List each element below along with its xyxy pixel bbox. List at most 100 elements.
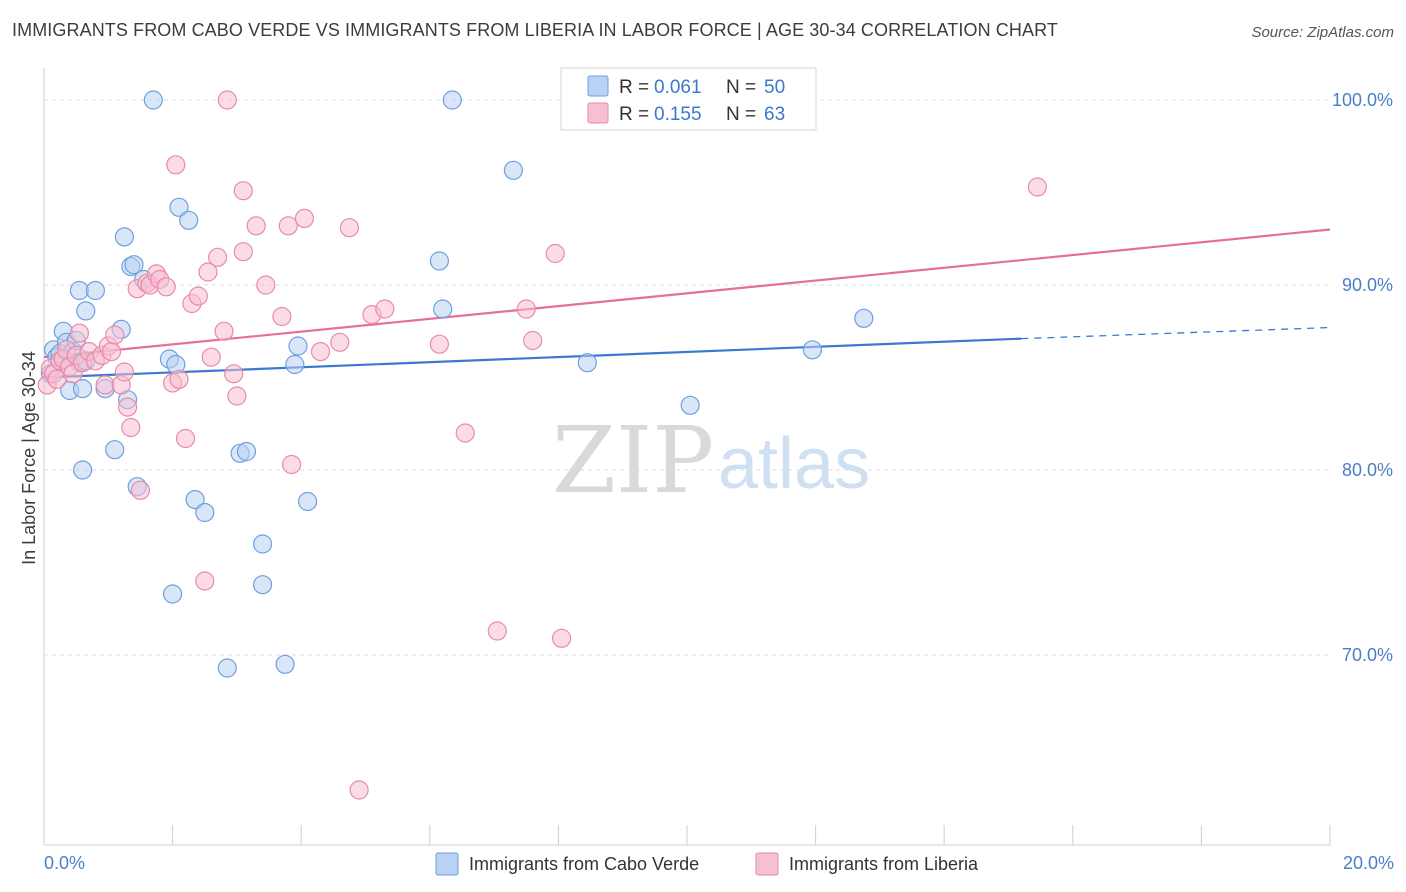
point-cabo-verde xyxy=(217,658,237,678)
point-liberia xyxy=(114,362,135,382)
point-liberia xyxy=(69,323,90,343)
y-tick-label-80: 80.0% xyxy=(1342,460,1393,480)
point-liberia xyxy=(195,571,215,591)
point-liberia xyxy=(310,342,331,362)
y-tick-label-100: 100.0% xyxy=(1332,90,1393,110)
trendline-extension-cabo-verde xyxy=(1021,326,1331,340)
stats-swatch-liberia xyxy=(587,102,609,124)
point-liberia xyxy=(455,423,475,443)
point-liberia xyxy=(101,342,122,362)
point-cabo-verde xyxy=(433,299,453,319)
point-liberia xyxy=(272,306,292,327)
stats-n-value-liberia: 63 xyxy=(764,104,785,125)
x-tick-label-min: 0.0% xyxy=(44,853,85,873)
point-liberia xyxy=(121,417,141,438)
point-cabo-verde xyxy=(114,227,135,247)
y-tick-label-90: 90.0% xyxy=(1342,275,1393,295)
series-legend: Immigrants from Cabo Verde Immigrants fr… xyxy=(435,852,979,876)
chart-title: IMMIGRANTS FROM CABO VERDE VS IMMIGRANTS… xyxy=(12,20,1058,40)
stats-r-value-liberia: 0.155 xyxy=(654,104,702,125)
point-liberia xyxy=(175,428,196,449)
axes xyxy=(43,68,1331,846)
x-tick-label-max: 20.0% xyxy=(1343,853,1394,873)
data-points xyxy=(37,90,1048,800)
point-cabo-verde xyxy=(85,280,106,301)
point-cabo-verde xyxy=(680,395,700,415)
point-cabo-verde xyxy=(503,160,524,180)
point-liberia xyxy=(130,480,150,500)
stats-r-label-liberia: R = xyxy=(619,104,649,125)
point-cabo-verde xyxy=(195,502,215,523)
point-cabo-verde xyxy=(72,460,93,480)
point-cabo-verde xyxy=(69,280,90,301)
point-liberia xyxy=(233,242,253,262)
point-liberia xyxy=(156,277,176,297)
point-cabo-verde xyxy=(577,353,597,373)
point-liberia xyxy=(330,332,350,352)
point-cabo-verde xyxy=(236,441,257,462)
trendline-liberia xyxy=(43,228,1331,359)
point-liberia xyxy=(339,218,359,238)
point-liberia xyxy=(487,621,507,641)
point-cabo-verde xyxy=(124,255,144,275)
point-liberia xyxy=(224,364,244,384)
y-tick-labels: 70.0% 80.0% 90.0% 100.0% xyxy=(1332,90,1393,665)
point-cabo-verde xyxy=(275,654,295,674)
legend-swatch-liberia xyxy=(755,852,779,876)
point-cabo-verde xyxy=(253,575,273,595)
point-cabo-verde xyxy=(143,90,163,110)
y-axis-label: In Labor Force | Age 30-34 xyxy=(19,351,39,565)
stats-swatch-cabo-verde xyxy=(587,75,609,97)
point-cabo-verde xyxy=(298,491,318,512)
point-cabo-verde xyxy=(76,301,96,321)
trend-lines xyxy=(43,228,1331,379)
point-liberia xyxy=(545,243,565,264)
point-liberia xyxy=(214,321,234,341)
point-cabo-verde xyxy=(285,354,305,375)
point-cabo-verde xyxy=(288,336,308,356)
point-liberia xyxy=(246,216,266,236)
source-credit: Source: ZipAtlas.com xyxy=(1251,24,1394,41)
point-cabo-verde xyxy=(429,251,449,271)
point-liberia xyxy=(166,155,186,175)
point-liberia xyxy=(523,330,543,351)
point-cabo-verde xyxy=(163,584,183,604)
legend-label-liberia: Immigrants from Liberia xyxy=(789,854,979,874)
stats-legend: R = 0.061 N = 50 R = 0.155 N = 63 xyxy=(560,67,817,131)
point-liberia xyxy=(105,325,125,345)
point-liberia xyxy=(294,208,314,228)
point-liberia xyxy=(198,262,218,282)
point-cabo-verde xyxy=(253,534,273,554)
stats-n-value-cabo-verde: 50 xyxy=(764,77,785,98)
point-liberia xyxy=(278,216,298,236)
point-liberia xyxy=(201,347,221,367)
stats-n-label-liberia: N = xyxy=(726,104,756,125)
trendline-cabo-verde xyxy=(43,337,1022,379)
point-liberia xyxy=(349,780,369,800)
point-liberia xyxy=(227,386,247,406)
point-liberia xyxy=(217,90,237,110)
point-liberia xyxy=(516,299,536,319)
point-liberia xyxy=(551,628,572,648)
legend-swatch-cabo-verde xyxy=(435,852,459,876)
stats-r-label-cabo-verde: R = xyxy=(619,77,649,98)
point-cabo-verde xyxy=(72,379,93,399)
point-cabo-verde xyxy=(802,340,823,360)
stats-r-value-cabo-verde: 0.061 xyxy=(654,77,702,98)
point-liberia xyxy=(282,454,302,475)
point-liberia xyxy=(169,369,189,389)
point-liberia xyxy=(188,286,208,306)
stats-n-label-cabo-verde: N = xyxy=(726,77,756,98)
point-cabo-verde xyxy=(179,210,199,230)
watermark-atlas: atlas xyxy=(718,424,870,504)
watermark-zip: ZIP xyxy=(552,407,714,514)
point-cabo-verde xyxy=(442,90,462,110)
point-cabo-verde xyxy=(854,308,874,328)
point-liberia xyxy=(429,334,449,354)
point-liberia xyxy=(233,181,253,201)
point-liberia xyxy=(256,275,276,295)
point-cabo-verde xyxy=(105,440,125,460)
point-liberia xyxy=(1027,177,1048,197)
point-liberia xyxy=(95,375,115,395)
